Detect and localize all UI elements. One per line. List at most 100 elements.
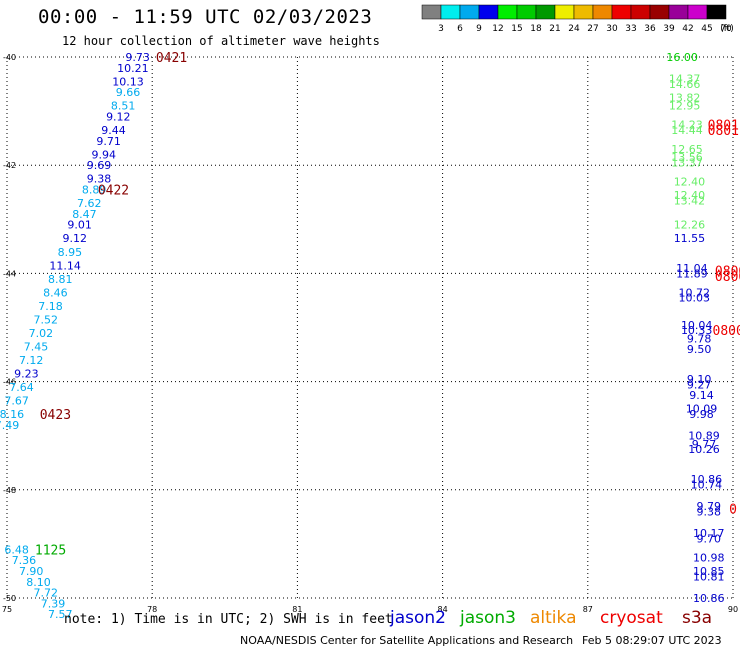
colorbar-tick-label: 21 bbox=[549, 24, 560, 34]
wave-height-label: 10.13 bbox=[112, 75, 144, 88]
wave-height-label: 12.26 bbox=[674, 219, 706, 232]
wave-height-label: 14.66 bbox=[669, 78, 701, 91]
wave-height-label: 14.23 bbox=[671, 119, 703, 132]
wave-height-label: 10.33 bbox=[681, 324, 713, 337]
wave-height-label: 9.01 bbox=[67, 219, 92, 232]
footnote: note: 1) Time is in UTC; 2) SWH is in fe… bbox=[64, 612, 393, 627]
colorbar-tick-label: 36 bbox=[644, 24, 656, 34]
wave-height-label: 8.10 bbox=[26, 576, 51, 589]
wave-height-label: 10.86 bbox=[691, 473, 723, 486]
wave-height-label: 9.70 bbox=[697, 532, 722, 545]
wave-height-label: 12.40 bbox=[674, 175, 706, 188]
wave-height-label: 9.14 bbox=[689, 389, 714, 402]
wave-height-label: 10.72 bbox=[679, 286, 711, 299]
wave-height-label: 10.17 bbox=[693, 527, 725, 540]
wave-height-label: 7.45 bbox=[24, 340, 49, 353]
wave-height-label: 10.09 bbox=[686, 403, 718, 416]
wave-height-label: 10.81 bbox=[693, 570, 725, 583]
wave-height-label: 10.03 bbox=[679, 292, 711, 305]
legend-altika: altika bbox=[530, 608, 577, 628]
wave-height-label: 8.46 bbox=[43, 286, 68, 299]
wave-height-label: 12.65 bbox=[671, 143, 703, 156]
y-tick-label: -44 bbox=[3, 269, 16, 278]
pass-time-label: 0421 bbox=[156, 51, 187, 66]
wave-height-label: 10.04 bbox=[681, 319, 713, 332]
colorbar-tick-label: 6 bbox=[457, 24, 463, 34]
wave-height-label: 16.00 bbox=[666, 51, 698, 64]
wave-height-label: 9.12 bbox=[106, 111, 131, 124]
colorbar-tick-label: 24 bbox=[568, 24, 580, 34]
colorbar-tick-label: 18 bbox=[530, 24, 542, 34]
pass-time-label: 1125 bbox=[35, 543, 66, 558]
wave-height-label: 13.42 bbox=[674, 194, 706, 207]
y-tick-label: -46 bbox=[3, 378, 16, 387]
x-tick-label: 75 bbox=[2, 605, 12, 614]
colorbar-tick-label: 12 bbox=[492, 24, 503, 34]
wave-height-label: 12.40 bbox=[674, 189, 706, 202]
colorbar-tick-label: 39 bbox=[663, 24, 675, 34]
wave-height-label: 12.95 bbox=[669, 100, 701, 113]
page-subtitle: 12 hour collection of altimeter wave hei… bbox=[62, 34, 380, 48]
wave-height-label: 10.26 bbox=[688, 443, 720, 456]
wave-height-label: 7.62 bbox=[77, 197, 102, 210]
wave-height-label: 13.56 bbox=[671, 151, 703, 164]
pass-time-label: 0 bbox=[729, 503, 737, 518]
colorbar-tick-label: 33 bbox=[625, 24, 636, 34]
wave-height-label: 9.12 bbox=[63, 232, 88, 245]
x-tick-label: 84 bbox=[438, 605, 448, 614]
wave-height-label: 9.10 bbox=[687, 373, 712, 386]
wave-height-label: 9.27 bbox=[687, 378, 712, 391]
colorbar-tick-label: 70 bbox=[720, 24, 732, 34]
legend-cryosat: cryosat bbox=[600, 608, 663, 628]
wave-height-label: 10.89 bbox=[688, 430, 720, 443]
wave-height-label: 9.38 bbox=[697, 505, 722, 518]
wave-height-label: 8.89 bbox=[82, 184, 107, 197]
wave-height-label: 7.12 bbox=[19, 354, 44, 367]
colorbar-tick-label: 9 bbox=[476, 24, 482, 34]
y-tick-label: -50 bbox=[3, 594, 16, 603]
wave-height-label: 9.94 bbox=[92, 148, 117, 161]
wave-height-label: 14.44 bbox=[671, 124, 703, 137]
pass-time-label: 0800 bbox=[713, 324, 740, 339]
colorbar-tick-label: 15 bbox=[511, 24, 522, 34]
y-tick-label: -48 bbox=[3, 486, 16, 495]
colorbar-tick-label: 42 bbox=[682, 24, 693, 34]
wave-height-label: 9.50 bbox=[687, 343, 712, 356]
colorbar-tick-label: 45 bbox=[701, 24, 712, 34]
colorbar-tick-label: 3 bbox=[438, 24, 444, 34]
x-tick-label: 78 bbox=[147, 605, 157, 614]
generated-timestamp: Feb 5 08:29:07 UTC 2023 bbox=[582, 634, 722, 647]
wave-height-label: 9.71 bbox=[96, 135, 121, 148]
wave-height-label: 7.52 bbox=[33, 313, 58, 326]
pass-time-label: 0800 bbox=[715, 265, 740, 280]
wave-height-label: 8.81 bbox=[48, 273, 73, 286]
colorbar-swatch bbox=[706, 4, 727, 20]
wave-height-label: 9.79 bbox=[697, 500, 722, 513]
colorbar-tick-label: 27 bbox=[587, 24, 598, 34]
wave-height-label: 8.16 bbox=[0, 408, 24, 421]
legend-s3a: s3a bbox=[682, 608, 713, 628]
wave-height-label: 7.02 bbox=[29, 327, 54, 340]
wave-height-label: 13.37 bbox=[671, 156, 703, 169]
wave-height-label: 8.51 bbox=[111, 100, 136, 113]
wave-height-label: 10.85 bbox=[693, 565, 725, 578]
wave-height-label: 7.36 bbox=[12, 554, 37, 567]
wave-height-label: 7.49 bbox=[0, 419, 19, 432]
wave-height-label: 11.89 bbox=[676, 267, 708, 280]
wave-height-label: 8.95 bbox=[58, 246, 83, 259]
wave-height-label: 9.98 bbox=[689, 408, 714, 421]
wave-height-label: 7.67 bbox=[4, 395, 29, 408]
x-tick-label: 90 bbox=[728, 605, 738, 614]
wave-height-label: 11.04 bbox=[676, 262, 708, 275]
wave-height-label: 9.77 bbox=[692, 438, 717, 451]
wave-height-label: 11.14 bbox=[49, 259, 81, 272]
wave-height-label: 10.98 bbox=[693, 551, 725, 564]
page-title: 00:00 - 11:59 UTC 02/03/2023 bbox=[38, 6, 373, 28]
wave-height-label: 13.82 bbox=[669, 92, 701, 105]
wave-height-label: 9.78 bbox=[687, 332, 712, 345]
legend-jason3: jason3 bbox=[460, 608, 516, 628]
wave-height-label: 7.57 bbox=[48, 608, 73, 621]
y-tick-label: -40 bbox=[3, 53, 16, 62]
pass-time-label: 0800 bbox=[715, 270, 740, 285]
